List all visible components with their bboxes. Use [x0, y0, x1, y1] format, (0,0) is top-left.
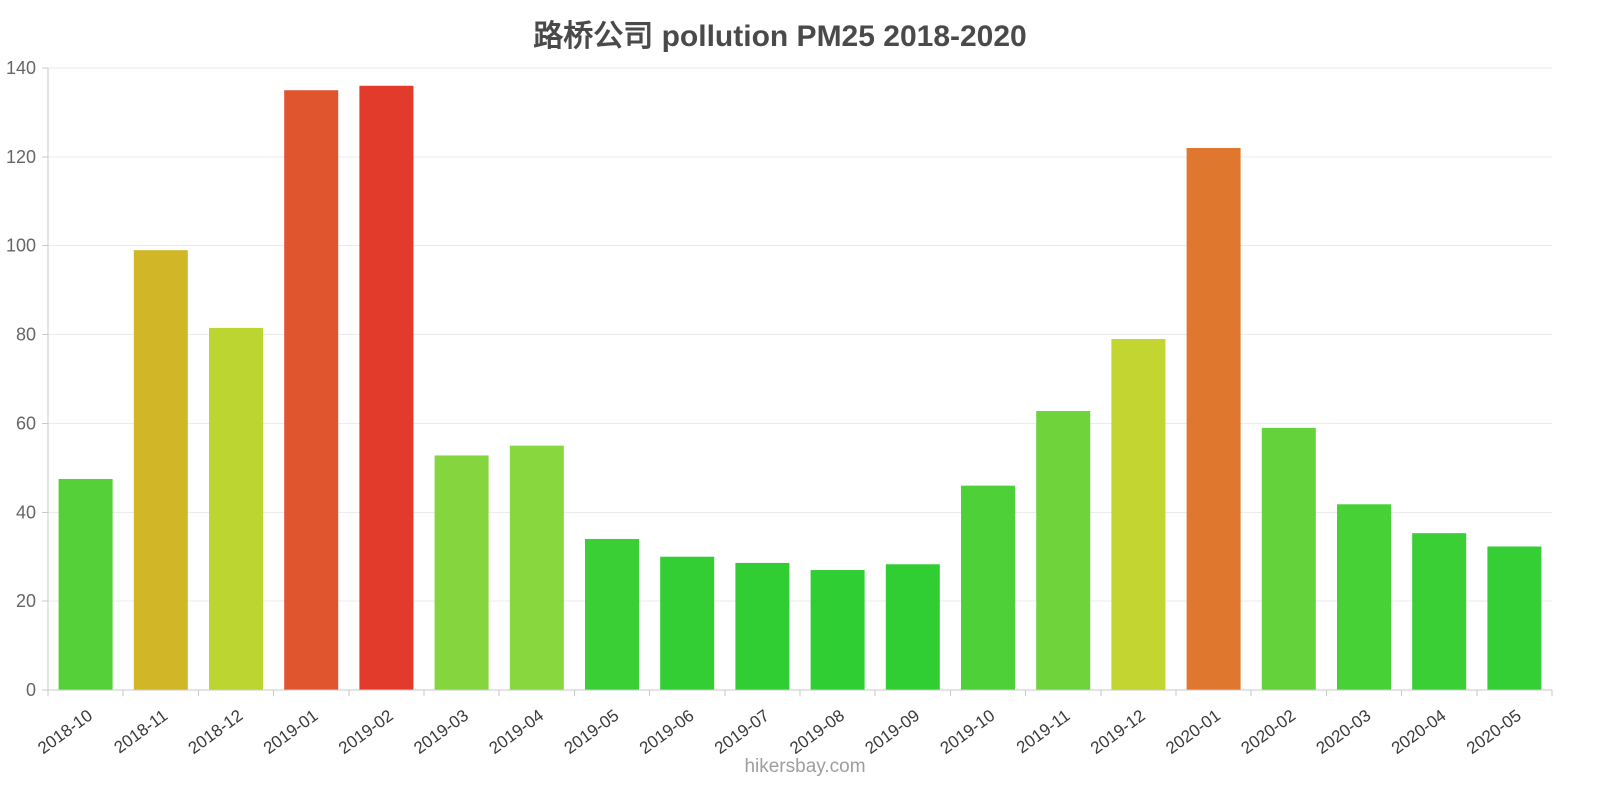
x-tick-label: 2019-02	[335, 706, 397, 758]
x-tick-label: 2019-07	[711, 706, 773, 758]
x-tick-label: 2019-09	[862, 706, 924, 758]
watermark: hikersbay.com	[744, 756, 865, 777]
axes	[42, 67, 1553, 696]
bar	[209, 327, 263, 690]
y-axis-labels: 0 20 40 60 80 100 120 140	[6, 58, 36, 700]
bar	[1261, 427, 1316, 690]
x-tick-label: 2020-04	[1388, 706, 1450, 758]
y-tick-label: 40	[16, 502, 36, 522]
x-tick-label: 2020-05	[1463, 706, 1525, 758]
x-tick-label: 2019-06	[636, 706, 698, 758]
y-tick-label: 120	[6, 147, 36, 167]
bar	[961, 485, 1015, 690]
gridlines	[48, 67, 1552, 602]
x-tick-label: 2018-11	[111, 706, 172, 757]
bar	[885, 564, 940, 690]
bar	[1412, 533, 1467, 690]
bar	[735, 562, 790, 690]
x-tick-label: 2020-03	[1313, 706, 1375, 758]
bar	[133, 250, 188, 690]
x-tick-label: 2020-02	[1238, 706, 1300, 758]
bar	[1111, 339, 1166, 690]
bar	[585, 538, 639, 690]
bar	[284, 90, 339, 690]
bar	[509, 445, 564, 690]
bar	[359, 85, 414, 691]
x-tick-label: 2020-01	[1162, 706, 1224, 758]
x-tick-label: 2019-05	[561, 706, 623, 758]
y-tick-label: 0	[26, 680, 36, 700]
bar	[58, 478, 113, 690]
x-tick-label: 2019-01	[260, 706, 322, 758]
y-tick-label: 80	[16, 325, 36, 345]
x-tick-label: 2018-10	[34, 706, 96, 758]
bar	[1487, 546, 1542, 690]
x-tick-label: 2019-03	[410, 706, 472, 758]
x-tick-label: 2019-10	[937, 706, 999, 758]
x-tick-label: 2019-08	[786, 706, 848, 758]
bar	[1036, 410, 1091, 690]
bar	[1186, 147, 1241, 690]
bar	[434, 455, 489, 690]
y-tick-label: 60	[16, 413, 36, 433]
bar	[660, 556, 715, 690]
bars	[58, 85, 1542, 691]
bar	[810, 570, 865, 690]
x-tick-label: 2019-11	[1013, 706, 1074, 757]
y-tick-label: 100	[6, 236, 36, 256]
chart-title: 路桥公司 pollution PM25 2018-2020	[533, 20, 1026, 53]
x-tick-label: 2019-04	[486, 706, 548, 758]
x-tick-label: 2019-12	[1087, 706, 1149, 758]
x-axis-labels: 2018-10 2018-11 2018-12 2019-01 2019-02 2019-…	[34, 706, 1524, 758]
y-tick-label: 140	[6, 58, 36, 78]
y-tick-label: 20	[16, 591, 36, 611]
x-tick-label: 2018-12	[185, 706, 247, 758]
bar	[1337, 504, 1391, 690]
